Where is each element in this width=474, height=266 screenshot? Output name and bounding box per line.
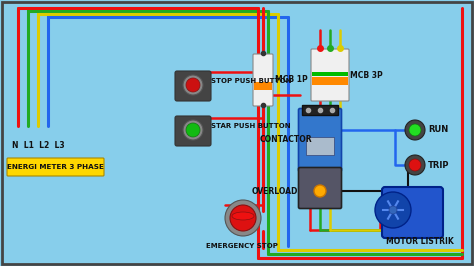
Circle shape (230, 205, 256, 231)
Text: RUN: RUN (428, 126, 448, 135)
Circle shape (409, 124, 421, 136)
Bar (312, 77, 348, 85)
FancyBboxPatch shape (253, 54, 273, 106)
Text: TRIP: TRIP (428, 160, 449, 169)
Ellipse shape (232, 212, 254, 220)
Circle shape (186, 78, 200, 92)
Text: MCB 1P: MCB 1P (275, 76, 308, 85)
FancyBboxPatch shape (299, 168, 341, 209)
FancyBboxPatch shape (299, 109, 341, 172)
Text: MOTOR LISTRIK: MOTOR LISTRIK (386, 238, 454, 247)
Circle shape (183, 120, 203, 140)
FancyBboxPatch shape (175, 71, 211, 101)
Text: MCB 3P: MCB 3P (350, 70, 383, 80)
Circle shape (225, 200, 261, 236)
Bar (254, 82, 272, 90)
Text: CONTACTOR: CONTACTOR (260, 135, 313, 144)
Text: ENERGI METER 3 PHASE: ENERGI METER 3 PHASE (7, 164, 103, 170)
Circle shape (405, 155, 425, 175)
Circle shape (314, 185, 326, 197)
Text: STAR PUSH BUTTON: STAR PUSH BUTTON (211, 123, 291, 129)
FancyBboxPatch shape (311, 49, 349, 101)
FancyBboxPatch shape (382, 187, 443, 238)
Circle shape (183, 75, 203, 95)
Text: N  L1  L2  L3: N L1 L2 L3 (12, 140, 64, 149)
Text: STOP PUSH BUTTON: STOP PUSH BUTTON (211, 78, 292, 84)
FancyBboxPatch shape (175, 116, 211, 146)
Circle shape (405, 120, 425, 140)
Circle shape (375, 192, 411, 228)
Circle shape (409, 159, 421, 171)
Circle shape (186, 123, 200, 137)
Bar (302, 105, 338, 115)
FancyBboxPatch shape (7, 158, 104, 176)
Bar (306, 137, 334, 155)
Text: EMERGENCY STOP: EMERGENCY STOP (206, 243, 278, 249)
Bar (312, 72, 348, 76)
Circle shape (389, 206, 397, 214)
Text: OVERLOAD: OVERLOAD (252, 186, 298, 196)
